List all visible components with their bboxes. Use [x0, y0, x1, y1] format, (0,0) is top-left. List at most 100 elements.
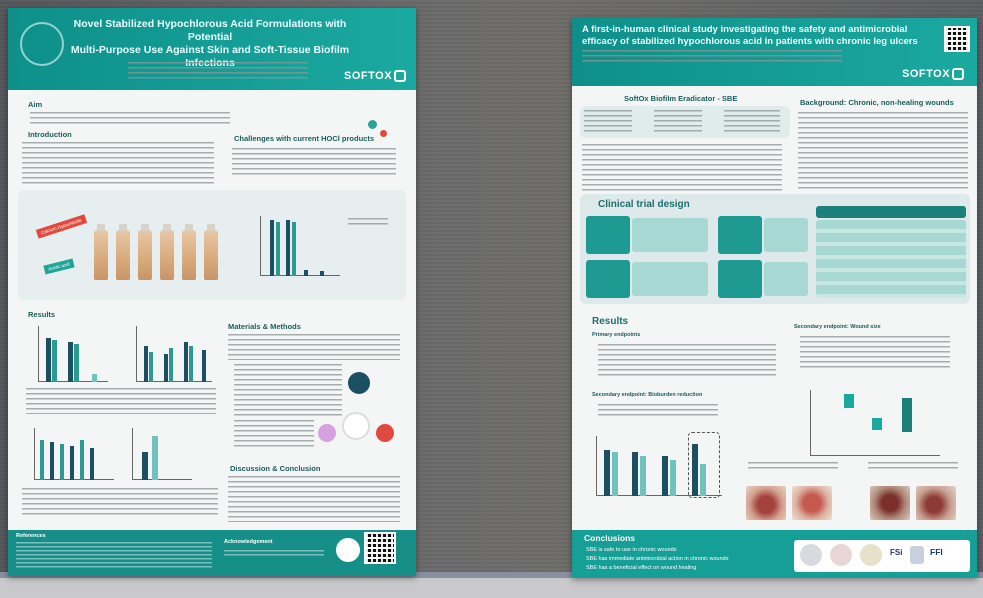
introduction-heading: Introduction [28, 130, 72, 139]
qr-code-left[interactable] [364, 532, 396, 564]
chart-bar [164, 354, 168, 382]
wound-photo-3 [870, 486, 910, 520]
floor [0, 578, 983, 598]
formulation-2-text [234, 420, 314, 450]
conclusion-item-3: SBE has a beneficial effect on wound hea… [586, 565, 697, 571]
wound-size-heading: Secondary endpoint: Wound size [794, 324, 881, 330]
vial-3 [138, 224, 152, 280]
powder-icon [342, 412, 370, 440]
design-box-2 [586, 260, 630, 298]
formulation-1-text [234, 364, 342, 416]
poster-left: Novel Stabilized Hypochlorous Acid Formu… [8, 8, 416, 576]
trial-design-heading: Clinical trial design [598, 199, 690, 210]
chart-bar [286, 220, 290, 276]
results-chart-b [136, 326, 212, 382]
poster-left-authors [128, 62, 308, 80]
poster-right: A first-in-human clinical study investig… [572, 18, 977, 578]
challenges-list [232, 148, 396, 178]
vial-5 [182, 224, 196, 280]
water-icon [318, 424, 336, 442]
primary-endpoints-text [598, 344, 776, 378]
bioburden-heading: Secondary endpoint: Bioburden reduction [592, 392, 703, 398]
discussion-heading: Discussion & Conclusion [230, 464, 321, 473]
design-detail-4 [764, 262, 808, 296]
chart-bar [80, 440, 84, 480]
chart-bar [169, 348, 173, 382]
chart-bar [40, 440, 44, 480]
chart-bar [612, 452, 618, 496]
chart-bar [632, 452, 638, 496]
molecule-atom-icon [380, 130, 387, 137]
design-box-1 [586, 216, 630, 254]
results-caption [26, 388, 216, 414]
chart-bar [670, 460, 676, 496]
softox-logo: SOFTOX [344, 70, 407, 83]
background-heading: Background: Chronic, non-healing wounds [800, 98, 954, 107]
learn-more-badge [336, 538, 360, 562]
poster-right-title: A first-in-human clinical study investig… [582, 24, 918, 47]
wound-photo-2 [792, 486, 832, 520]
references-heading: References [16, 533, 46, 539]
dosing-table-header [816, 206, 966, 218]
design-box-4 [718, 260, 762, 298]
chart-bar [844, 394, 854, 408]
results-chart-d [132, 428, 192, 480]
sponsor-logos-strip [794, 540, 970, 572]
biofilm-chart-axes [260, 216, 340, 276]
acknowledgement-heading: Acknowledgement [224, 539, 273, 545]
challenges-heading: Challenges with current HOCl products [234, 134, 375, 143]
vial-2 [116, 224, 130, 280]
chart-bar [320, 271, 324, 276]
chart-bar [144, 346, 148, 382]
fsi-logo: FSi [890, 548, 903, 557]
university-seal-icon [860, 544, 882, 566]
chart-bar [52, 340, 57, 382]
chart-bar [92, 374, 97, 382]
conclusions-heading: Conclusions [584, 533, 636, 543]
results-chart-a [38, 326, 108, 382]
chart-bar [872, 418, 882, 430]
qr-code-right[interactable] [944, 26, 970, 52]
sbe-hocl-text [584, 110, 632, 132]
vial-6 [204, 224, 218, 280]
results-heading-right: Results [592, 316, 629, 327]
background-text [798, 112, 968, 190]
chart-bar [292, 222, 296, 276]
bioburden-chart [596, 436, 722, 496]
chart-bar [142, 452, 148, 480]
chart-bar [662, 456, 668, 496]
poster-left-header: Novel Stabilized Hypochlorous Acid Formu… [8, 8, 416, 90]
floor-edge [0, 572, 983, 580]
dosing-table [816, 220, 966, 298]
chart-bar [640, 456, 646, 496]
results-chart-c [34, 428, 114, 480]
bioburden-text [598, 404, 718, 418]
results-caption-2 [22, 488, 218, 518]
sbe-acetic-text [654, 110, 702, 132]
chart-bar [692, 444, 698, 496]
chart-bar [50, 442, 54, 480]
wound-photo-1 [746, 486, 786, 520]
acid-icon [376, 424, 394, 442]
primary-endpoints-heading: Primary endpoints [592, 332, 641, 338]
subject-caption-2 [868, 462, 958, 472]
aim-text [30, 112, 230, 124]
chart-bar [60, 444, 64, 480]
chart-bar [270, 220, 274, 276]
design-detail-3 [764, 218, 808, 252]
chart-bar [152, 436, 158, 480]
sbe-result-text [724, 110, 780, 132]
shield-icon [910, 546, 924, 564]
subject-caption-1 [748, 462, 838, 472]
poster-right-header: A first-in-human clinical study investig… [572, 18, 977, 86]
chart-bar [202, 350, 206, 382]
poster-right-authors [582, 50, 842, 64]
conclusion-item-2: SBE has immediate antimicrobial action i… [586, 556, 729, 562]
chart-bar [74, 344, 79, 382]
calcium-icon [348, 372, 370, 394]
sbe-heading: SoftOx Biofilm Eradicator - SBE [624, 94, 738, 103]
university-seal-icon [20, 22, 64, 66]
sbe-bullets [582, 144, 782, 192]
mitec-logo-icon [800, 544, 822, 566]
design-detail-1 [632, 218, 708, 252]
